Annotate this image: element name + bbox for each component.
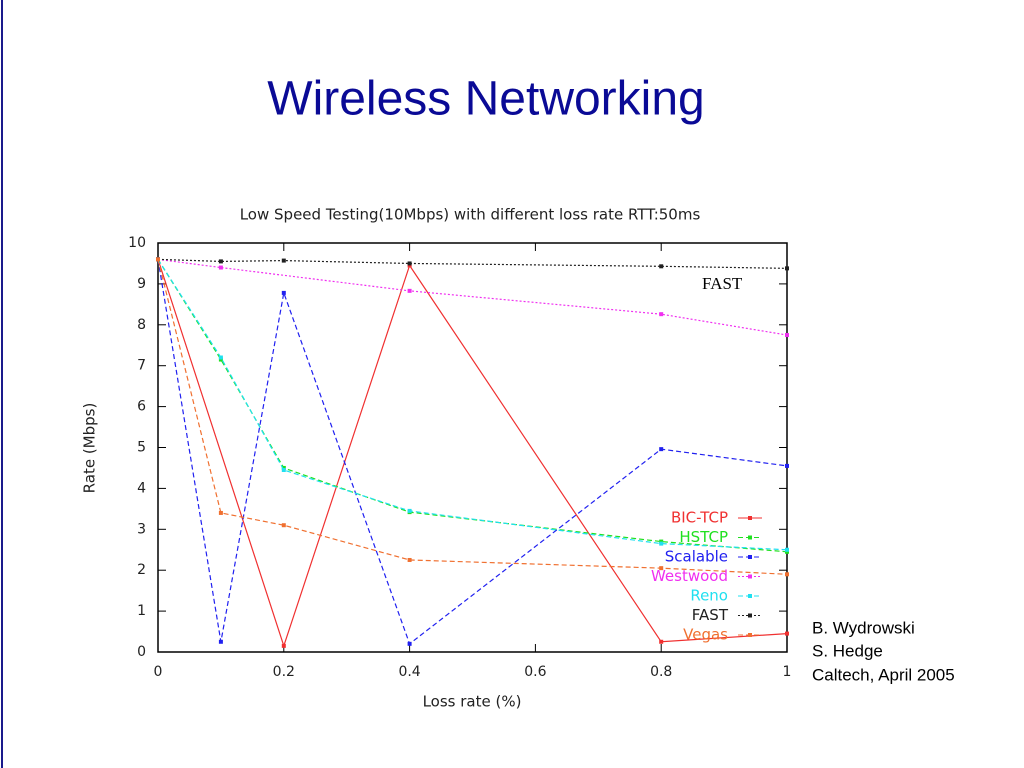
point — [407, 261, 412, 266]
y-tick-label: 2 — [137, 562, 146, 578]
point — [281, 467, 286, 472]
legend-marker — [748, 555, 752, 559]
series-line — [157, 259, 788, 575]
series-line — [157, 259, 788, 553]
point — [659, 566, 664, 571]
series-line — [157, 259, 788, 645]
point — [281, 258, 286, 263]
y-tick-label: 7 — [137, 358, 146, 374]
y-tick-label: 4 — [137, 480, 146, 496]
x-tick-label: 0.2 — [273, 664, 295, 680]
legend-marker — [748, 574, 752, 579]
point — [785, 266, 789, 271]
point — [156, 257, 160, 262]
point — [407, 557, 412, 562]
point — [281, 290, 286, 295]
point — [785, 572, 789, 577]
x-tick-label: 0 — [154, 664, 163, 680]
y-tick-label: 1 — [137, 603, 146, 619]
point — [281, 643, 286, 648]
legend-marker — [748, 535, 752, 540]
legend-label: BIC-TCP — [671, 509, 728, 527]
x-tick-label: 0.8 — [650, 664, 672, 680]
legend-marker — [748, 594, 752, 598]
x-tick-label: 1 — [783, 664, 792, 680]
point — [218, 259, 223, 264]
y-tick-label: 8 — [137, 317, 146, 333]
credit: B. Wydrowski — [812, 618, 915, 637]
point — [785, 463, 789, 468]
legend-label: Vegas — [683, 626, 728, 644]
annotation: FAST — [702, 274, 743, 293]
x-tick-label: 0.6 — [524, 664, 546, 680]
y-tick-label: 3 — [137, 521, 146, 537]
point — [659, 447, 664, 452]
y-tick-label: 10 — [128, 235, 146, 251]
y-tick-label: 5 — [137, 440, 146, 456]
point — [659, 541, 664, 546]
y-tick-label: 9 — [137, 276, 146, 292]
point — [218, 357, 223, 362]
y-axis-label: Rate (Mbps) — [81, 403, 99, 494]
legend-label: FAST — [692, 606, 729, 624]
y-tick-label: 0 — [137, 644, 146, 660]
point — [281, 523, 286, 528]
point — [659, 312, 664, 317]
legend-marker — [748, 516, 752, 520]
point — [218, 639, 223, 644]
point — [407, 641, 412, 646]
series-line — [157, 259, 788, 551]
point — [785, 631, 789, 636]
point — [659, 639, 664, 644]
point — [218, 265, 223, 270]
legend-marker — [748, 613, 752, 618]
credit: S. Hedge — [812, 641, 883, 660]
point — [218, 510, 223, 515]
point — [407, 288, 412, 293]
point — [785, 333, 789, 338]
plot-frame — [157, 242, 788, 653]
series-line — [157, 258, 788, 269]
legend-label: Reno — [690, 587, 728, 605]
legend-label: Westwood — [651, 567, 728, 585]
y-tick-label: 6 — [137, 399, 146, 415]
point — [659, 539, 664, 544]
slide-title: Wireless Networking — [267, 73, 704, 126]
chart-title: Low Speed Testing(10Mbps) with different… — [240, 206, 701, 224]
point — [281, 465, 286, 470]
credit: Caltech, April 2005 — [812, 665, 955, 684]
x-tick-label: 0.4 — [398, 664, 420, 680]
point — [407, 508, 412, 513]
legend-label: HSTCP — [679, 528, 728, 546]
point — [407, 263, 412, 268]
x-axis-label: Loss rate (%) — [423, 693, 522, 711]
point — [659, 264, 664, 269]
point — [218, 355, 223, 360]
legend-label: Scalable — [665, 548, 728, 566]
point — [785, 549, 789, 554]
legend-marker — [748, 633, 752, 637]
series-line — [157, 258, 788, 336]
point — [785, 547, 789, 552]
